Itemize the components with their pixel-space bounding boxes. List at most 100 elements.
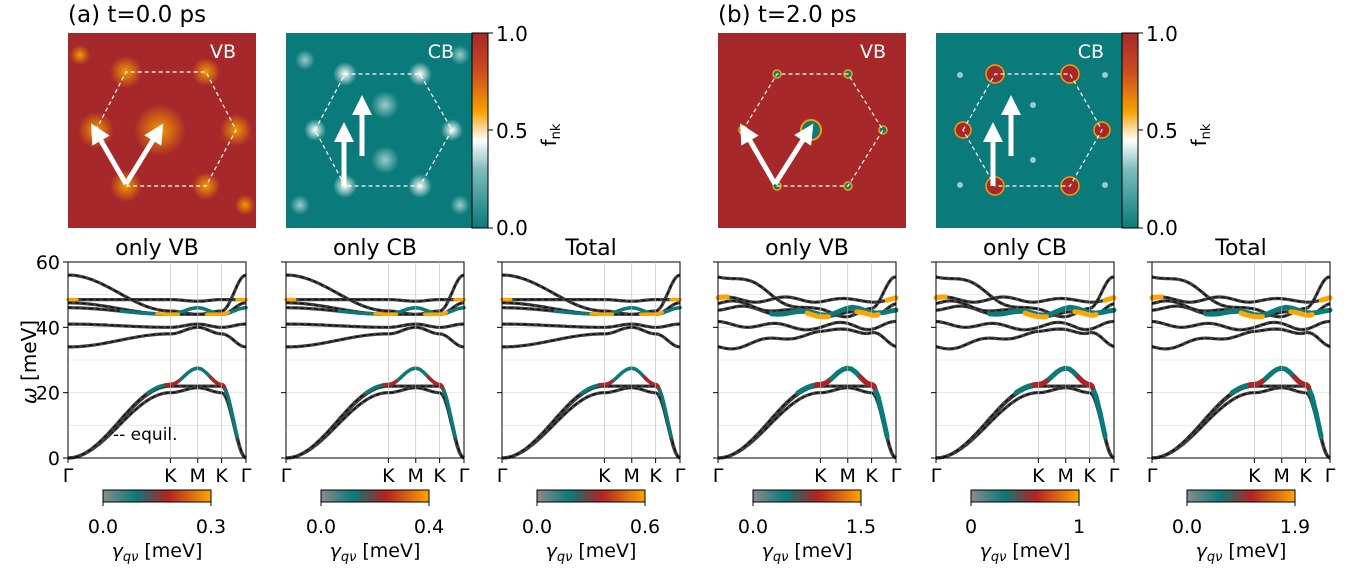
linewidth-highlight xyxy=(1031,378,1049,388)
band-equil-TO xyxy=(717,305,897,316)
linewidth-highlight xyxy=(813,378,831,388)
linewidth-highlight xyxy=(857,374,878,390)
band-equil-TO xyxy=(935,305,1115,316)
heatmap-a-cb-label: CB xyxy=(428,41,454,63)
band-equil-ZO2 xyxy=(286,274,465,315)
band-equil-LO2 xyxy=(717,296,897,303)
linewidth-highlight xyxy=(1102,295,1117,303)
gamma-colorbar xyxy=(970,489,1080,503)
linewidth-highlight xyxy=(155,312,181,317)
linewidth-highlight xyxy=(639,310,664,317)
linewidth-highlight xyxy=(1229,365,1324,439)
linewidth-highlight xyxy=(205,310,230,317)
band-LO2 xyxy=(286,298,464,303)
gamma-tick-label: 1.9 xyxy=(1280,516,1310,538)
band-A1 xyxy=(286,322,464,329)
axes-frame xyxy=(717,261,897,459)
linewidth-highlight xyxy=(933,294,948,301)
linewidth-highlight xyxy=(1318,295,1333,303)
x-tick-label: K xyxy=(215,465,228,487)
heatmap-b-cb: CB xyxy=(936,33,1124,228)
x-tick-label: K xyxy=(1248,465,1261,487)
band-equil-ZO2 xyxy=(68,274,247,315)
linewidth-highlight xyxy=(208,375,227,390)
x-tick-label: Γ xyxy=(63,465,74,487)
x-tick-label: Γ xyxy=(1325,465,1336,487)
band-equil-A1 xyxy=(717,321,896,331)
gamma-tick-label: 0 xyxy=(965,516,977,538)
band-A1 xyxy=(68,322,246,329)
x-tick-label: K xyxy=(1083,465,1096,487)
x-tick-label: Γ xyxy=(931,465,942,487)
gamma-label: γqν [meV] xyxy=(762,540,853,565)
gamma-label: γqν [meV] xyxy=(1196,540,1287,565)
band-equil-ZO1 xyxy=(286,326,465,348)
fnk-tick-a-1: 1.0 xyxy=(496,22,528,46)
gamma-tick-label: 0.3 xyxy=(196,516,226,538)
gamma-tick-label: 1 xyxy=(1073,516,1085,538)
band-equil-ZA xyxy=(935,387,1115,459)
band-A1 xyxy=(1151,319,1330,332)
x-tick-label: M xyxy=(624,465,640,487)
linewidth-highlight xyxy=(715,294,730,301)
gamma-tick-label: 0.4 xyxy=(414,516,444,538)
gamma-colorbar xyxy=(536,489,646,503)
band-equil-ZA xyxy=(1151,387,1331,459)
heatmap-a-cb: CB xyxy=(286,33,474,228)
x-tick-label: M xyxy=(408,465,424,487)
x-tick-label: K xyxy=(1299,465,1312,487)
band-LO2 xyxy=(1151,295,1331,304)
x-tick-label: K xyxy=(164,465,177,487)
band-equil-ZO1 xyxy=(502,326,681,348)
gamma-label: γqν [meV] xyxy=(330,540,421,565)
heatmap-a-vb-spots xyxy=(70,45,255,215)
band-LO2 xyxy=(717,295,897,304)
band-equil-ZO1 xyxy=(1151,328,1331,350)
gamma-tick-label: 1.5 xyxy=(846,516,876,538)
x-tick-label: Γ xyxy=(281,465,292,487)
fnk-tick-b-0: 0.0 xyxy=(1146,216,1178,240)
axes-frame xyxy=(1151,261,1331,459)
x-tick-label: Γ xyxy=(713,465,724,487)
band-equil-A1 xyxy=(286,323,464,328)
panel-title: only CB xyxy=(333,236,417,261)
fnk-colorbar-a: 1.0 0.5 0.0 fnk xyxy=(471,22,564,240)
x-tick-label: M xyxy=(840,465,856,487)
x-tick-label: Γ xyxy=(891,465,902,487)
y-tick-label: 40 xyxy=(36,317,60,339)
band-equil-ZO1 xyxy=(68,326,247,348)
y-tick-label: 60 xyxy=(36,252,60,274)
x-tick-label: M xyxy=(1058,465,1074,487)
y-tick-label: 20 xyxy=(36,383,60,405)
panel-title: Total xyxy=(564,236,616,261)
band-ZO1 xyxy=(935,327,1115,351)
band-equil-A1 xyxy=(935,321,1114,331)
linewidth-highlight xyxy=(598,379,615,387)
fnk-tick-a-05: 0.5 xyxy=(496,119,528,143)
linewidth-highlight xyxy=(795,365,890,439)
gamma-tick-label: 0.6 xyxy=(630,516,660,538)
linewidth-highlight xyxy=(1247,378,1265,388)
linewidth-highlight xyxy=(804,310,831,320)
fnk-label-a: fnk xyxy=(537,123,564,146)
axes-frame xyxy=(67,261,247,459)
gamma-tick-label: 0.0 xyxy=(738,516,768,538)
band-equil-LO2 xyxy=(1151,296,1331,303)
linewidth-highlight xyxy=(1291,374,1312,390)
panel-label-a: (a) t=0.0 ps xyxy=(68,2,206,28)
linewidth-highlight xyxy=(884,295,899,303)
x-tick-label: K xyxy=(1032,465,1045,487)
fnk-label-b: fnk xyxy=(1187,123,1214,146)
x-tick-label: K xyxy=(433,465,446,487)
panel-title: only CB xyxy=(983,236,1067,261)
fnk-tick-a-0: 0.0 xyxy=(496,216,528,240)
band-equil-ZO2 xyxy=(1151,276,1331,318)
band-ZO1 xyxy=(717,327,897,351)
linewidth-highlight xyxy=(1288,309,1315,318)
band-equil-LO2 xyxy=(68,299,246,302)
linewidth-highlight xyxy=(1022,310,1049,320)
band-equil-ZO2 xyxy=(502,274,681,315)
panel-title: only VB xyxy=(765,236,849,261)
